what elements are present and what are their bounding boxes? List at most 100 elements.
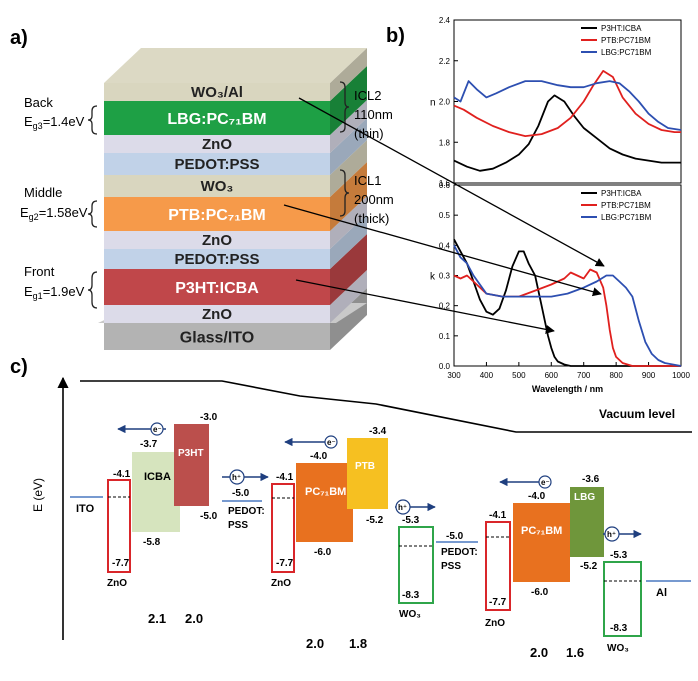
x-tick-label: 300 bbox=[447, 371, 461, 380]
stack-layer-front bbox=[104, 249, 330, 269]
stack-layer-label: P3HT:ICBA bbox=[175, 280, 259, 297]
arrow-ptb-to-k bbox=[283, 204, 602, 297]
pedot-1-value: -5.0 bbox=[232, 488, 250, 499]
icl2-name: ICL2 bbox=[354, 88, 381, 103]
stack-layer-front bbox=[104, 197, 330, 231]
icl1-thickness: 200nm bbox=[354, 192, 394, 207]
x-tick-label: 800 bbox=[609, 371, 623, 380]
legend-entry: PTB:PC71BM bbox=[601, 201, 651, 210]
wo3-1-bot: -8.3 bbox=[402, 590, 420, 601]
wo3-2-box bbox=[603, 561, 642, 637]
bandgap-3a: 2.0 bbox=[530, 645, 548, 660]
electron-3-label: e⁻ bbox=[541, 478, 550, 487]
stack-layer-label: PEDOT:PSS bbox=[174, 156, 259, 173]
vacuum-level-label: Vacuum level bbox=[599, 407, 675, 421]
x-tick-label: 1000 bbox=[672, 371, 690, 380]
bandgap-2b: 1.8 bbox=[349, 636, 367, 651]
pc71bm-1-box bbox=[296, 463, 353, 542]
stack-layer-label: ZnO bbox=[202, 306, 232, 323]
y-tick-label: 0.2 bbox=[439, 302, 451, 311]
hole-2-label: h⁺ bbox=[398, 503, 407, 512]
bandgap-1a: 2.1 bbox=[148, 611, 166, 626]
energy-axis-label: E (eV) bbox=[31, 478, 45, 512]
panel-label-b: b) bbox=[386, 25, 405, 47]
hole-3-label: h⁺ bbox=[607, 530, 616, 539]
x-tick-label: 700 bbox=[577, 371, 591, 380]
zno-2-top: -4.1 bbox=[276, 472, 294, 483]
electron-1-label: e⁻ bbox=[153, 425, 162, 434]
series-line-0 bbox=[453, 94, 681, 172]
legend-entry: LBG:PC71BM bbox=[601, 213, 652, 222]
bandgap-2a: 2.0 bbox=[306, 636, 324, 651]
bandgap-3b: 1.6 bbox=[566, 645, 584, 660]
pc71bm-2-top: -4.0 bbox=[528, 491, 546, 502]
stack-layer-label: ZnO bbox=[202, 232, 232, 249]
stack-layer-label: WO₃/Al bbox=[191, 84, 243, 101]
icl1-note: (thick) bbox=[354, 211, 389, 226]
zno-3-box bbox=[485, 521, 511, 611]
stack-right-labels: ICL2 110nm (thin) ICL1 200nm (thick) bbox=[339, 81, 394, 226]
stack-layer-label: LBG:PC₇₁BM bbox=[167, 111, 266, 128]
legend-entry: P3HT:ICBA bbox=[601, 189, 642, 198]
lbg-label: LBG bbox=[574, 492, 595, 503]
hole-1-label: h⁺ bbox=[232, 473, 241, 482]
stack-layer-side bbox=[330, 140, 367, 197]
y-tick-label: 0.6 bbox=[439, 181, 451, 190]
stack-layer: WO₃ bbox=[104, 140, 367, 197]
middle-brace bbox=[87, 200, 98, 228]
y-axis-label: n bbox=[430, 98, 436, 109]
back-label: Back bbox=[24, 95, 53, 110]
stack-layer-front bbox=[104, 305, 330, 323]
middle-gap: Eg2=1.58eV bbox=[20, 205, 88, 222]
front-gap: Eg1=1.9eV bbox=[24, 284, 85, 301]
y-tick-label: 0.4 bbox=[439, 241, 451, 250]
p3ht-box bbox=[174, 424, 209, 506]
ptb-box bbox=[347, 438, 388, 509]
al-label: Al bbox=[656, 587, 667, 599]
zno-3-label: ZnO bbox=[485, 618, 505, 629]
y-tick-label: 1.8 bbox=[439, 138, 451, 147]
electron-1-icon bbox=[150, 422, 164, 436]
pedot-1-pss: PSS bbox=[228, 520, 248, 531]
y-tick-label: 0.1 bbox=[439, 332, 451, 341]
p3ht-top: -3.0 bbox=[200, 412, 218, 423]
wo3-2-label: WO₃ bbox=[607, 643, 629, 654]
series-line-1 bbox=[453, 70, 681, 137]
wo3-2-bot: -8.3 bbox=[610, 623, 628, 634]
pc71bm-2-label: PC₇₁BM bbox=[521, 525, 562, 537]
arrow-lbg-to-k bbox=[298, 97, 605, 267]
zno-2-box bbox=[271, 483, 295, 573]
wo3-2-top: -5.3 bbox=[610, 550, 628, 561]
front-brace bbox=[87, 271, 98, 309]
device-stack: Glass/ITO ZnO P3HT:ICBA PEDOT:PSS ZnO PTB:PC₇… bbox=[98, 48, 367, 350]
stack-layer-label: ZnO bbox=[202, 136, 232, 153]
stack-layer-front bbox=[104, 175, 330, 197]
panel-label-c: c) bbox=[10, 356, 28, 378]
ptb-bot: -5.2 bbox=[366, 515, 384, 526]
stack-layer-top bbox=[104, 48, 367, 83]
stack-layer: LBG:PC₇₁BM bbox=[104, 66, 367, 135]
stack-layer-label: Glass/ITO bbox=[180, 330, 254, 347]
panel-label-a: a) bbox=[10, 27, 28, 49]
icba-top: -3.7 bbox=[140, 439, 158, 450]
y-tick-label: 2.2 bbox=[439, 57, 451, 66]
back-brace bbox=[87, 105, 98, 135]
wo3-1-box bbox=[398, 526, 434, 604]
y-tick-label: 2.0 bbox=[439, 98, 451, 107]
wo3-1-label: WO₃ bbox=[399, 609, 421, 620]
y-tick-label: 2.4 bbox=[439, 16, 451, 25]
stack-layer: WO₃/Al bbox=[104, 48, 367, 101]
ptb-top: -3.4 bbox=[369, 426, 387, 437]
stack-layer-label: WO₃ bbox=[201, 178, 234, 195]
stack-layer-front bbox=[104, 83, 330, 101]
hole-2-icon bbox=[395, 499, 411, 515]
icl2-note: (thin) bbox=[354, 126, 384, 141]
ito-label: ITO bbox=[76, 503, 95, 515]
stack-layer-side bbox=[330, 66, 367, 135]
lbg-top: -3.6 bbox=[582, 474, 600, 485]
stack-layer: ZnO bbox=[104, 270, 367, 323]
y-axis-label: k bbox=[430, 272, 436, 283]
pc71bm-1-top: -4.0 bbox=[310, 451, 328, 462]
stack-layer-side bbox=[330, 234, 367, 305]
